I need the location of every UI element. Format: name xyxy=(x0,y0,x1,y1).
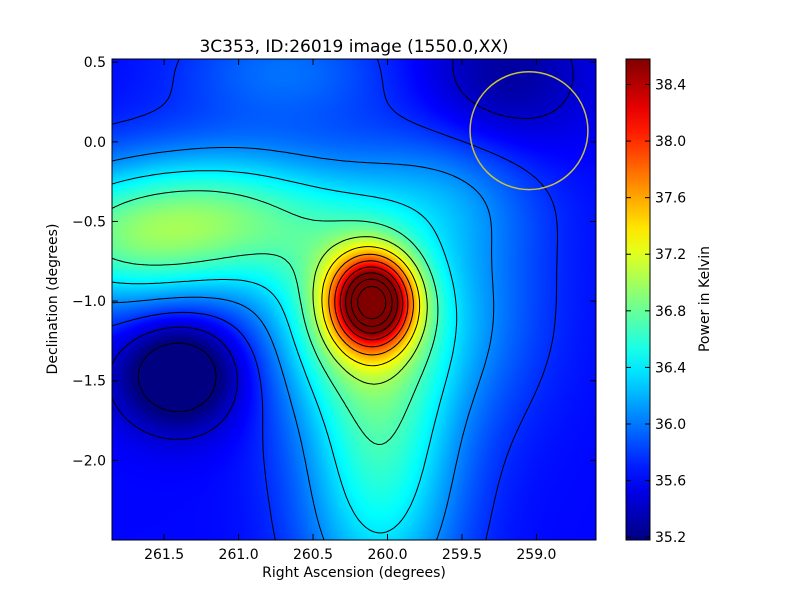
colorbar-tick-label: 36.8 xyxy=(655,304,686,320)
colorbar-ticks: 35.2 35.6 36.0 36.4 36.8 37.2 37.6 38.0 38.4 xyxy=(626,77,686,546)
heatmap-image xyxy=(112,59,596,540)
colorbar: 35.2 35.6 36.0 36.4 36.8 37.2 37.6 38.0 38.4 Pow… xyxy=(625,58,713,546)
contour-line xyxy=(112,190,439,445)
x-tick-label: 259.0 xyxy=(516,547,556,563)
x-axis-label: Right Ascension (degrees) xyxy=(262,565,446,581)
x-tick-label: 261.5 xyxy=(144,547,184,563)
x-tick-label: 259.5 xyxy=(442,547,482,563)
colorbar-tick-label: 37.6 xyxy=(655,191,686,207)
y-tick-label: −1.5 xyxy=(72,374,106,390)
contour-line xyxy=(334,260,409,348)
colorbar-tick-label: 35.6 xyxy=(655,474,686,490)
contour-line xyxy=(339,266,404,341)
y-tick-label: −1.0 xyxy=(72,294,106,310)
beam-circle xyxy=(469,70,589,191)
y-axis-label: Declination (degrees) xyxy=(45,224,61,375)
colorbar-tick-label: 37.2 xyxy=(655,247,686,263)
contour-line xyxy=(350,278,393,327)
contour-lines xyxy=(112,59,574,540)
x-tick-label: 260.5 xyxy=(293,547,333,563)
chart-title: 3C353, ID:26019 image (1550.0,XX) xyxy=(199,37,508,57)
contour-line xyxy=(321,246,421,367)
y-tick-label: 0.5 xyxy=(84,55,106,71)
plot-frame xyxy=(111,58,597,541)
contour-line xyxy=(328,253,414,356)
contour-line xyxy=(357,286,387,320)
y-axis-ticks: 0.5 0.0 −0.5 −1.0 −1.5 −2.0 xyxy=(72,55,596,469)
y-tick-label: −2.0 xyxy=(72,453,106,469)
contour-line xyxy=(312,236,428,385)
contour-line xyxy=(112,59,558,540)
x-axis-ticks: 261.5 261.0 260.5 260.0 259.5 259.0 xyxy=(144,59,556,563)
colorbar-gradient xyxy=(625,58,651,541)
colorbar-tick-label: 38.0 xyxy=(655,134,686,150)
colorbar-tick-label: 36.4 xyxy=(655,360,686,376)
contour-line xyxy=(137,342,217,413)
x-tick-label: 261.0 xyxy=(219,547,259,563)
colorbar-label: Power in Kelvin xyxy=(697,246,713,352)
y-tick-label: −0.5 xyxy=(72,214,106,230)
contour-line xyxy=(112,170,458,534)
contour-line xyxy=(112,147,495,540)
x-tick-label: 260.0 xyxy=(367,547,407,563)
colorbar-tick-label: 38.4 xyxy=(655,77,686,93)
y-tick-label: 0.0 xyxy=(84,135,106,151)
contour-line xyxy=(345,272,399,334)
colorbar-tick-label: 35.2 xyxy=(655,530,686,546)
plot-area xyxy=(111,58,597,541)
colorbar-tick-label: 36.0 xyxy=(655,417,686,433)
